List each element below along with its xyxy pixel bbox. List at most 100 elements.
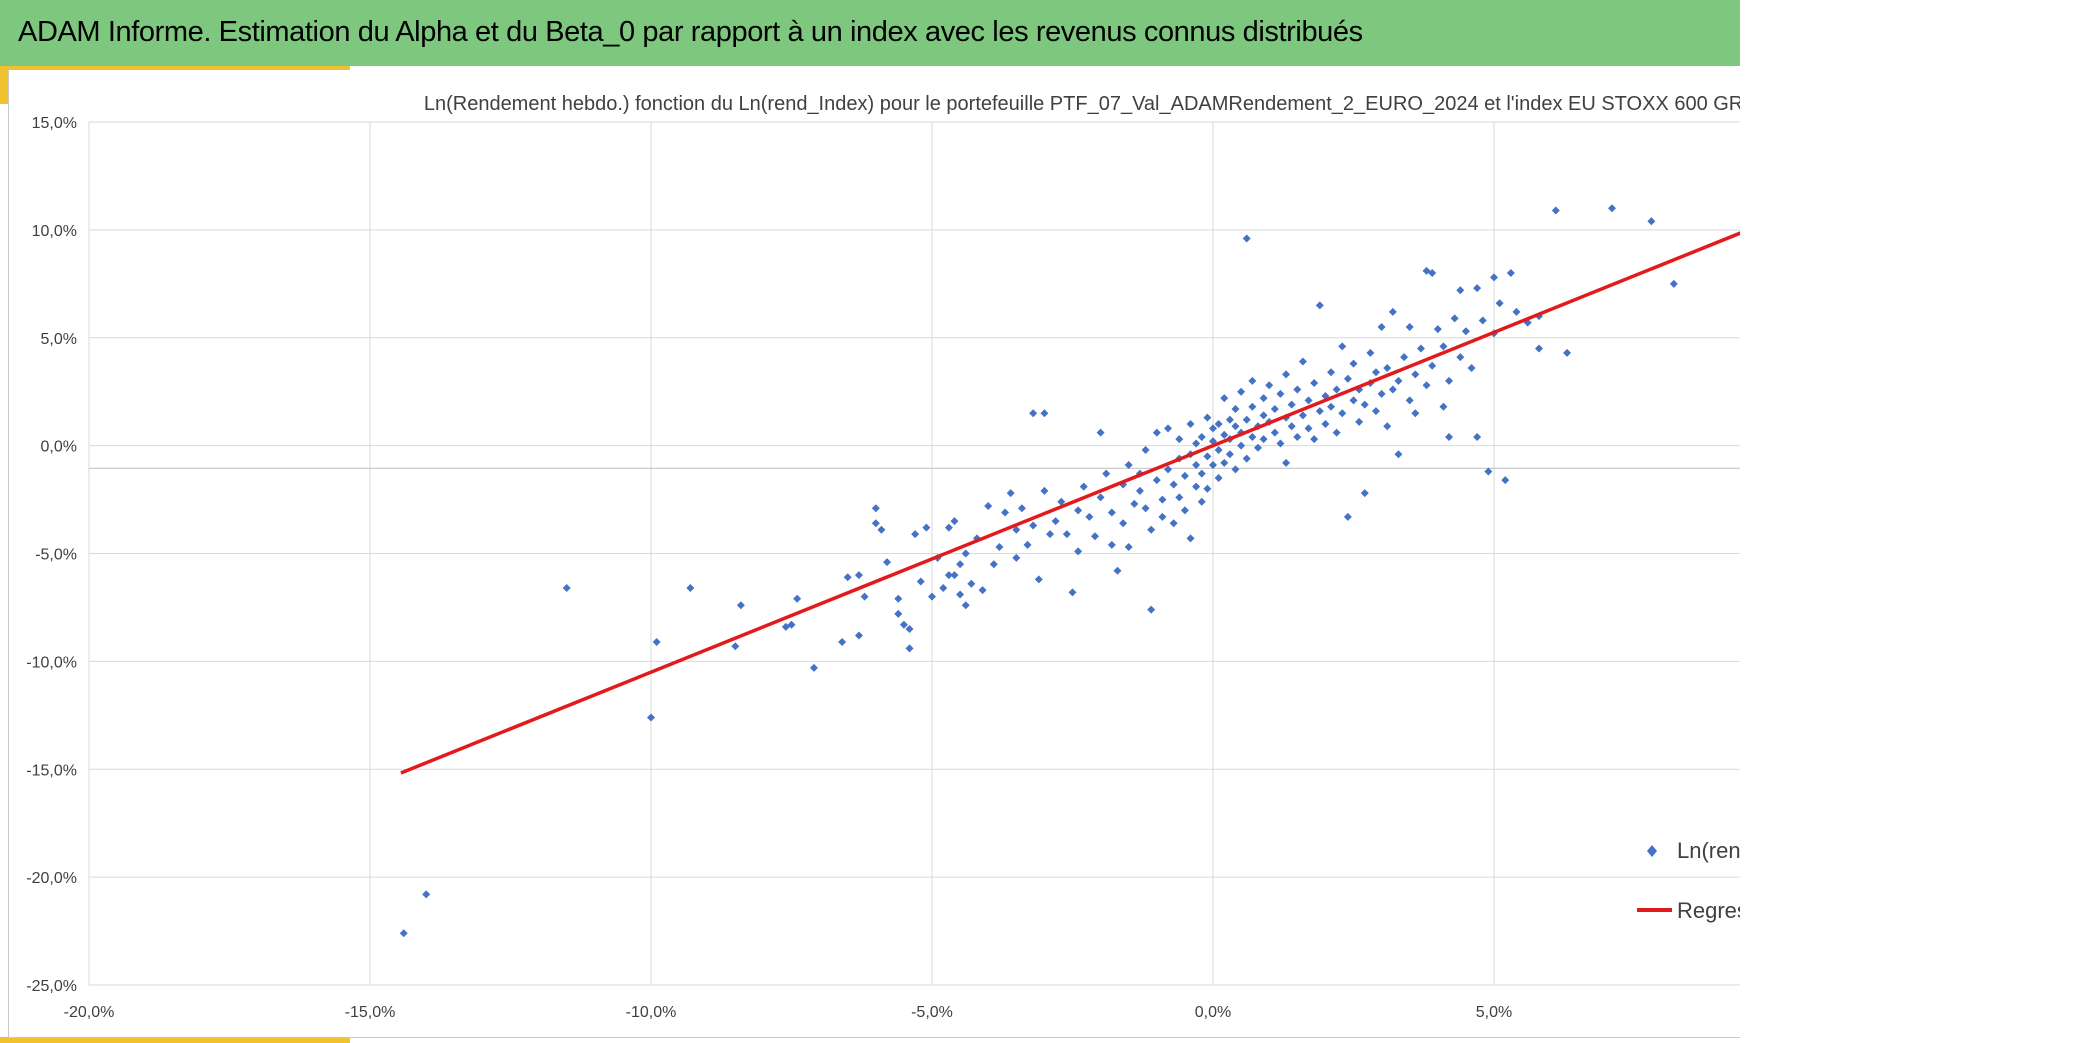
scatter-point [1046,530,1055,539]
scatter-point [1276,389,1285,398]
scatter-point [1484,467,1493,476]
scatter-point [1512,307,1521,316]
scatter-point [995,543,1004,552]
scatter-point [871,504,880,513]
scatter-point [1096,493,1105,502]
scatter-point [944,571,953,580]
scatter-point [1360,400,1369,409]
scatter-point [1248,376,1257,385]
scatter-point [1259,394,1268,403]
scatter-point [1473,432,1482,441]
scatter-point [1237,441,1246,450]
scatter-point [1411,370,1420,379]
scatter-point [1282,458,1291,467]
scatter-point [1203,484,1212,493]
scatter-point [1338,409,1347,418]
scatter-point [1068,588,1077,597]
scatter-point [1074,547,1083,556]
scatter-point [1057,497,1066,506]
x-tick-label: -15,0% [345,1004,396,1021]
accent-bar-top [0,66,350,70]
scatter-point [1270,404,1279,413]
scatter-point [1012,553,1021,562]
frame-line-left [8,70,9,1038]
scatter-point [1349,396,1358,405]
scatter-point [1135,486,1144,495]
scatter-point [1647,217,1656,226]
scatter-point [1422,381,1431,390]
scatter-point [1563,348,1572,357]
scatter-point [1248,402,1257,411]
scatter-point [1371,368,1380,377]
scatter-point [928,592,936,601]
scatter-point [1394,376,1403,385]
scatter-point [1298,357,1307,366]
scatter-point [1130,499,1139,508]
scatter-point [1051,517,1060,526]
grid-lines [88,121,1740,986]
scatter-point [1416,344,1425,353]
scatter-point [1209,461,1217,470]
scatter-point [1388,307,1397,316]
scatter-point [1040,409,1049,418]
scatter-point [1428,361,1437,370]
scatter-point [1343,374,1352,383]
scatter-point [1001,508,1010,517]
scatter-point [1332,428,1341,437]
scatter-point [1461,327,1470,336]
scatter-chart: 15,0% 10,0% 5,0% 0,0% -5,0% -10,0% -15,0% -20,0… [26,93,1740,1021]
scatter-point [736,601,745,610]
y-tick-label: 5,0% [41,331,77,348]
scatter-point [686,584,695,593]
regression-line [400,231,1740,775]
scatter-point [1231,422,1240,431]
scatter-point [877,525,886,534]
scatter-point [1411,409,1420,418]
scatter-point [1096,428,1105,437]
scatter-point [562,584,571,593]
scatter-point [1265,381,1274,390]
scatter-point [1186,420,1195,429]
scatter-point [922,523,931,532]
scatter-point [1152,476,1161,485]
scatter-point [1169,480,1178,489]
scatter-point [1450,314,1459,323]
scatter-point [1164,465,1173,474]
scatter-point [1310,379,1319,388]
scatter-point [1394,450,1403,459]
accent-bar-left [0,70,9,104]
scatter-point [1186,534,1195,543]
scatter-point [860,592,869,601]
scatter-point [905,644,914,653]
scatter-point [1456,353,1465,362]
scatter-point [1164,424,1173,433]
scatter-point [1439,342,1448,351]
scatter-point [1220,430,1229,439]
scatter-point [916,577,925,586]
scatter-point [950,517,959,526]
scatter-point [1214,473,1223,482]
scatter-point [1534,344,1543,353]
frame-line-bottom [8,1037,1740,1038]
scatter-point [1253,443,1262,452]
scatter-point [793,594,802,603]
scatter-point [1124,461,1133,470]
scatter-point [984,502,993,511]
scatter-point [978,586,987,595]
scatter-point [1242,415,1251,424]
y-tick-label: 15,0% [32,115,77,132]
scatter-point [1158,512,1167,521]
scatter-point [1473,284,1482,293]
scatter-point [1608,204,1617,213]
scatter-point [1040,486,1049,495]
scatter-point [1192,482,1201,491]
legend: Ln(ren Regres [1637,838,1740,923]
scatter-point [1400,353,1409,362]
legend-marker-points [1647,845,1657,857]
scatter-point [647,713,655,722]
scatter-point [894,594,903,603]
scatter-point [1231,465,1240,474]
scatter-point [1315,407,1324,416]
scatter-point [1282,370,1291,379]
scatter-point [956,590,965,599]
